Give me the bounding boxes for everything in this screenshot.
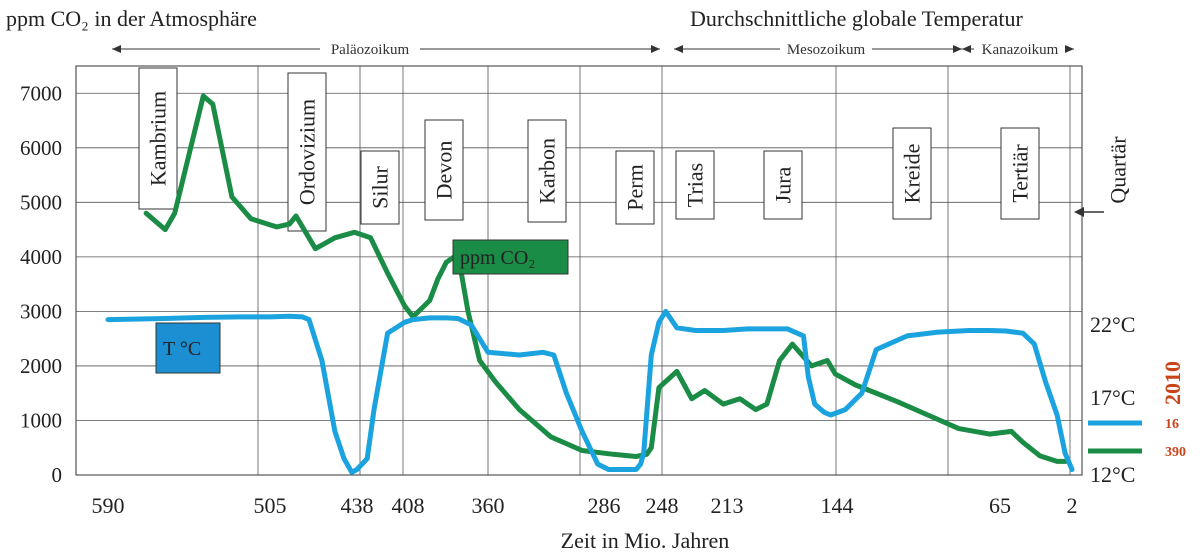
period-box — [615, 150, 655, 225]
x-tick-label: 438 — [341, 493, 374, 518]
quartaer-arrowhead — [1074, 207, 1084, 217]
right-axis-title: Durchschnittliche globale Temperatur — [690, 6, 1023, 31]
x-tick-label: 408 — [392, 493, 425, 518]
x-tick-label: 213 — [711, 493, 744, 518]
period-label: Perm — [623, 164, 648, 210]
plot-frame — [75, 65, 1083, 476]
y-tick-label: 4000 — [20, 245, 62, 269]
y-tick-label: 1000 — [20, 408, 62, 432]
x-tick-label: 2 — [1067, 493, 1078, 518]
period-box — [424, 119, 464, 221]
right-tick-label: 22°C — [1090, 312, 1135, 337]
series-label-temp-box — [155, 322, 221, 374]
era-arrowhead — [1065, 45, 1074, 53]
x-axis-label: Zeit in Mio. Jahren — [561, 528, 730, 553]
era-arrowhead — [112, 45, 121, 53]
era-arrowhead — [651, 45, 660, 53]
x-tick-label: 144 — [821, 493, 854, 518]
right-tick-label: 12°C — [1090, 462, 1135, 487]
era-label: Kanazoikum — [982, 42, 1059, 58]
era-label: Paläozoikum — [331, 42, 410, 58]
period-box — [892, 127, 932, 220]
left-axis-title: ppm CO₂ in der Atmosphäre — [6, 6, 257, 31]
x-tick-label: 286 — [588, 493, 621, 518]
series-label-co2: ppm CO₂ — [460, 247, 535, 269]
period-label: Kambrium — [146, 91, 171, 186]
legend-year: 2010 — [1160, 361, 1185, 405]
era-arrowhead — [953, 45, 962, 53]
right-tick-label: 17°C — [1090, 385, 1135, 410]
y-tick-label: 7000 — [20, 81, 62, 105]
period-box — [360, 150, 400, 225]
x-tick-label: 590 — [92, 493, 125, 518]
era-arrowhead — [962, 45, 971, 53]
y-tick-label: 6000 — [20, 136, 62, 160]
era-arrowhead — [674, 45, 683, 53]
x-tick-label: 65 — [989, 493, 1011, 518]
period-label: Devon — [432, 141, 457, 200]
y-axis-ticks: 0 1000 2000 3000 4000 5000 6000 7000 — [20, 81, 62, 487]
y-tick-label: 0 — [52, 463, 63, 487]
period-box — [763, 150, 803, 220]
y-tick-label: 5000 — [20, 190, 62, 214]
era-annotations: Paläozoikum Mesozoikum Kanazoikum — [112, 42, 1074, 58]
period-labels: Kambrium Ordovizium Silur Devon Karbon Perm Tr… — [138, 67, 1131, 232]
period-label: Karbon — [535, 138, 560, 204]
period-label: Trias — [683, 163, 708, 207]
period-box — [138, 67, 178, 210]
period-label: Tertiär — [1008, 144, 1033, 203]
period-label: Quartär — [1106, 136, 1131, 204]
x-axis-ticks: 590 505 438 408 360 286 248 213 144 65 2 — [92, 493, 1078, 518]
y-tick-label: 3000 — [20, 299, 62, 323]
series-lines — [105, 93, 1075, 475]
y-tick-label: 2000 — [20, 354, 62, 378]
right-axis-ticks: 12°C 17°C 22°C — [1090, 312, 1135, 487]
legend-temp-value: 16 — [1165, 417, 1179, 432]
x-tick-label: 248 — [646, 493, 679, 518]
grid — [76, 66, 1082, 475]
legend-co2-value: 390 — [1165, 445, 1186, 460]
x-tick-label: 360 — [472, 493, 505, 518]
era-label: Mesozoikum — [787, 42, 866, 58]
period-label: Silur — [368, 165, 393, 208]
series-label-temp: T °C — [163, 338, 201, 360]
period-box — [1000, 127, 1040, 220]
period-box — [527, 119, 567, 223]
period-label: Jura — [771, 166, 796, 203]
x-tick-label: 505 — [254, 493, 287, 518]
series-line — [105, 308, 1075, 475]
period-label: Kreide — [900, 144, 925, 204]
period-label: Ordovizium — [295, 99, 320, 205]
period-box — [675, 150, 715, 220]
series-label-co2-box — [452, 239, 569, 275]
